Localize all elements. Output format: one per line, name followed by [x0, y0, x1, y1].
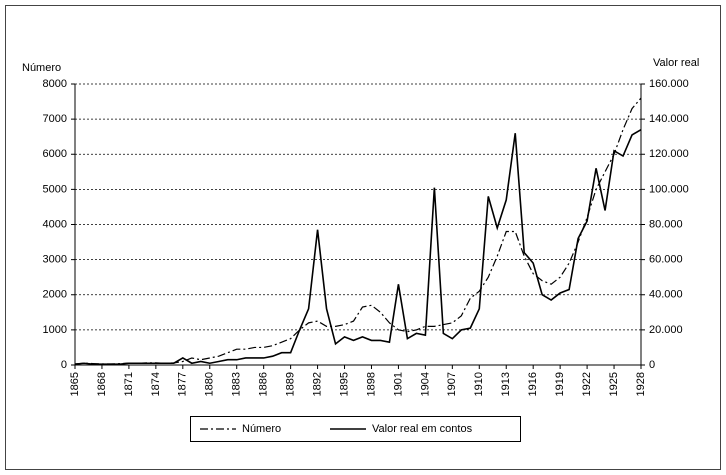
y2-tick-label: 60.000	[649, 254, 683, 266]
x-tick-label: 1916	[527, 372, 539, 396]
x-tick-label: 1925	[608, 372, 620, 396]
y2-tick-label: 120.000	[649, 148, 689, 160]
x-tick-label: 1904	[419, 372, 431, 396]
y2-tick-label: 100.000	[649, 183, 689, 195]
x-tick-label: 1886	[258, 372, 270, 396]
x-tick-label: 1922	[581, 372, 593, 396]
x-tick-label: 1928	[635, 372, 647, 396]
y-tick-label: 0	[61, 359, 67, 371]
x-tick-label: 1865	[69, 372, 81, 396]
y-tick-label: 7000	[43, 113, 67, 125]
y2-tick-label: 0	[649, 359, 655, 371]
y2-axis-title: Valor real	[653, 57, 699, 69]
y-tick-label: 5000	[43, 183, 67, 195]
y2-tick-label: 160.000	[649, 78, 689, 90]
x-tick-label: 1913	[500, 372, 512, 396]
x-tick-label: 1880	[204, 372, 216, 396]
y-tick-label: 8000	[43, 78, 67, 90]
frame	[5, 5, 721, 470]
x-tick-label: 1868	[96, 372, 108, 396]
x-tick-label: 1883	[231, 372, 243, 396]
y-tick-label: 6000	[43, 148, 67, 160]
y-tick-label: 2000	[43, 289, 67, 301]
x-tick-label: 1874	[150, 372, 162, 396]
x-tick-label: 1907	[446, 372, 458, 396]
x-tick-label: 1895	[338, 372, 350, 396]
legend-label: Valor real em contos	[372, 423, 473, 435]
x-tick-label: 1898	[365, 372, 377, 396]
y-axis-title: Número	[22, 62, 61, 74]
y2-tick-label: 40.000	[649, 289, 683, 301]
y2-tick-label: 140.000	[649, 113, 689, 125]
y-tick-label: 4000	[43, 218, 67, 230]
x-tick-label: 1910	[473, 372, 485, 396]
x-tick-label: 1889	[285, 372, 297, 396]
x-tick-label: 1871	[123, 372, 135, 396]
legend-label: Número	[242, 423, 281, 435]
series-line	[74, 97, 642, 365]
y-tick-label: 1000	[43, 324, 67, 336]
x-tick-label: 1919	[554, 372, 566, 396]
x-tick-label: 1877	[177, 372, 189, 396]
y2-tick-label: 80.000	[649, 218, 683, 230]
x-tick-label: 1901	[392, 372, 404, 396]
series-line	[74, 128, 642, 365]
y-tick-label: 3000	[43, 254, 67, 266]
x-tick-label: 1892	[311, 372, 323, 396]
y2-tick-label: 20.000	[649, 324, 683, 336]
